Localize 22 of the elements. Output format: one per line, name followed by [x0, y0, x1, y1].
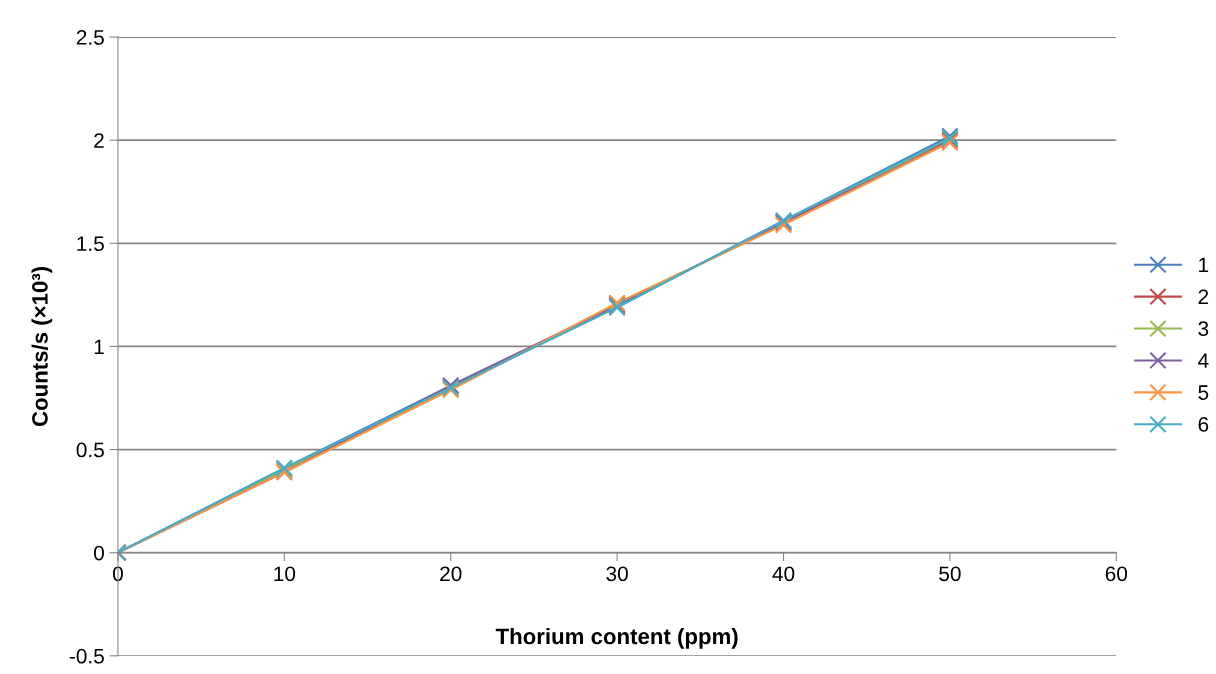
x-tick-label: 30	[606, 566, 628, 582]
x-tick-label: 10	[274, 566, 296, 582]
y-tick-label: -0.5	[69, 648, 104, 664]
y-tick-label: 0.5	[76, 442, 104, 458]
y-tick-label: 1	[94, 339, 104, 354]
x-tick-label: 60	[1105, 566, 1128, 582]
legend-label: 2	[1198, 289, 1209, 304]
legend-label: 6	[1198, 417, 1209, 432]
x-tick-label: 20	[440, 566, 462, 582]
y-axis-title: Counts/s (×10³)	[31, 266, 53, 427]
x-axis-title: Thorium content (ppm)	[495, 627, 738, 649]
y-tick-label: 2	[94, 133, 104, 148]
x-tick-label: 50	[939, 566, 961, 582]
y-tick-label: 0	[93, 545, 104, 561]
y-tick-label: 1.5	[77, 236, 104, 252]
x-tick-label: 0	[112, 566, 123, 582]
legend-label: 5	[1198, 385, 1209, 400]
legend-label: 4	[1198, 353, 1209, 368]
y-tick-label: 2.5	[76, 30, 104, 45]
legend-label: 3	[1198, 321, 1209, 337]
x-tick-label: 40	[772, 566, 795, 582]
legend-label: 1	[1199, 257, 1209, 273]
